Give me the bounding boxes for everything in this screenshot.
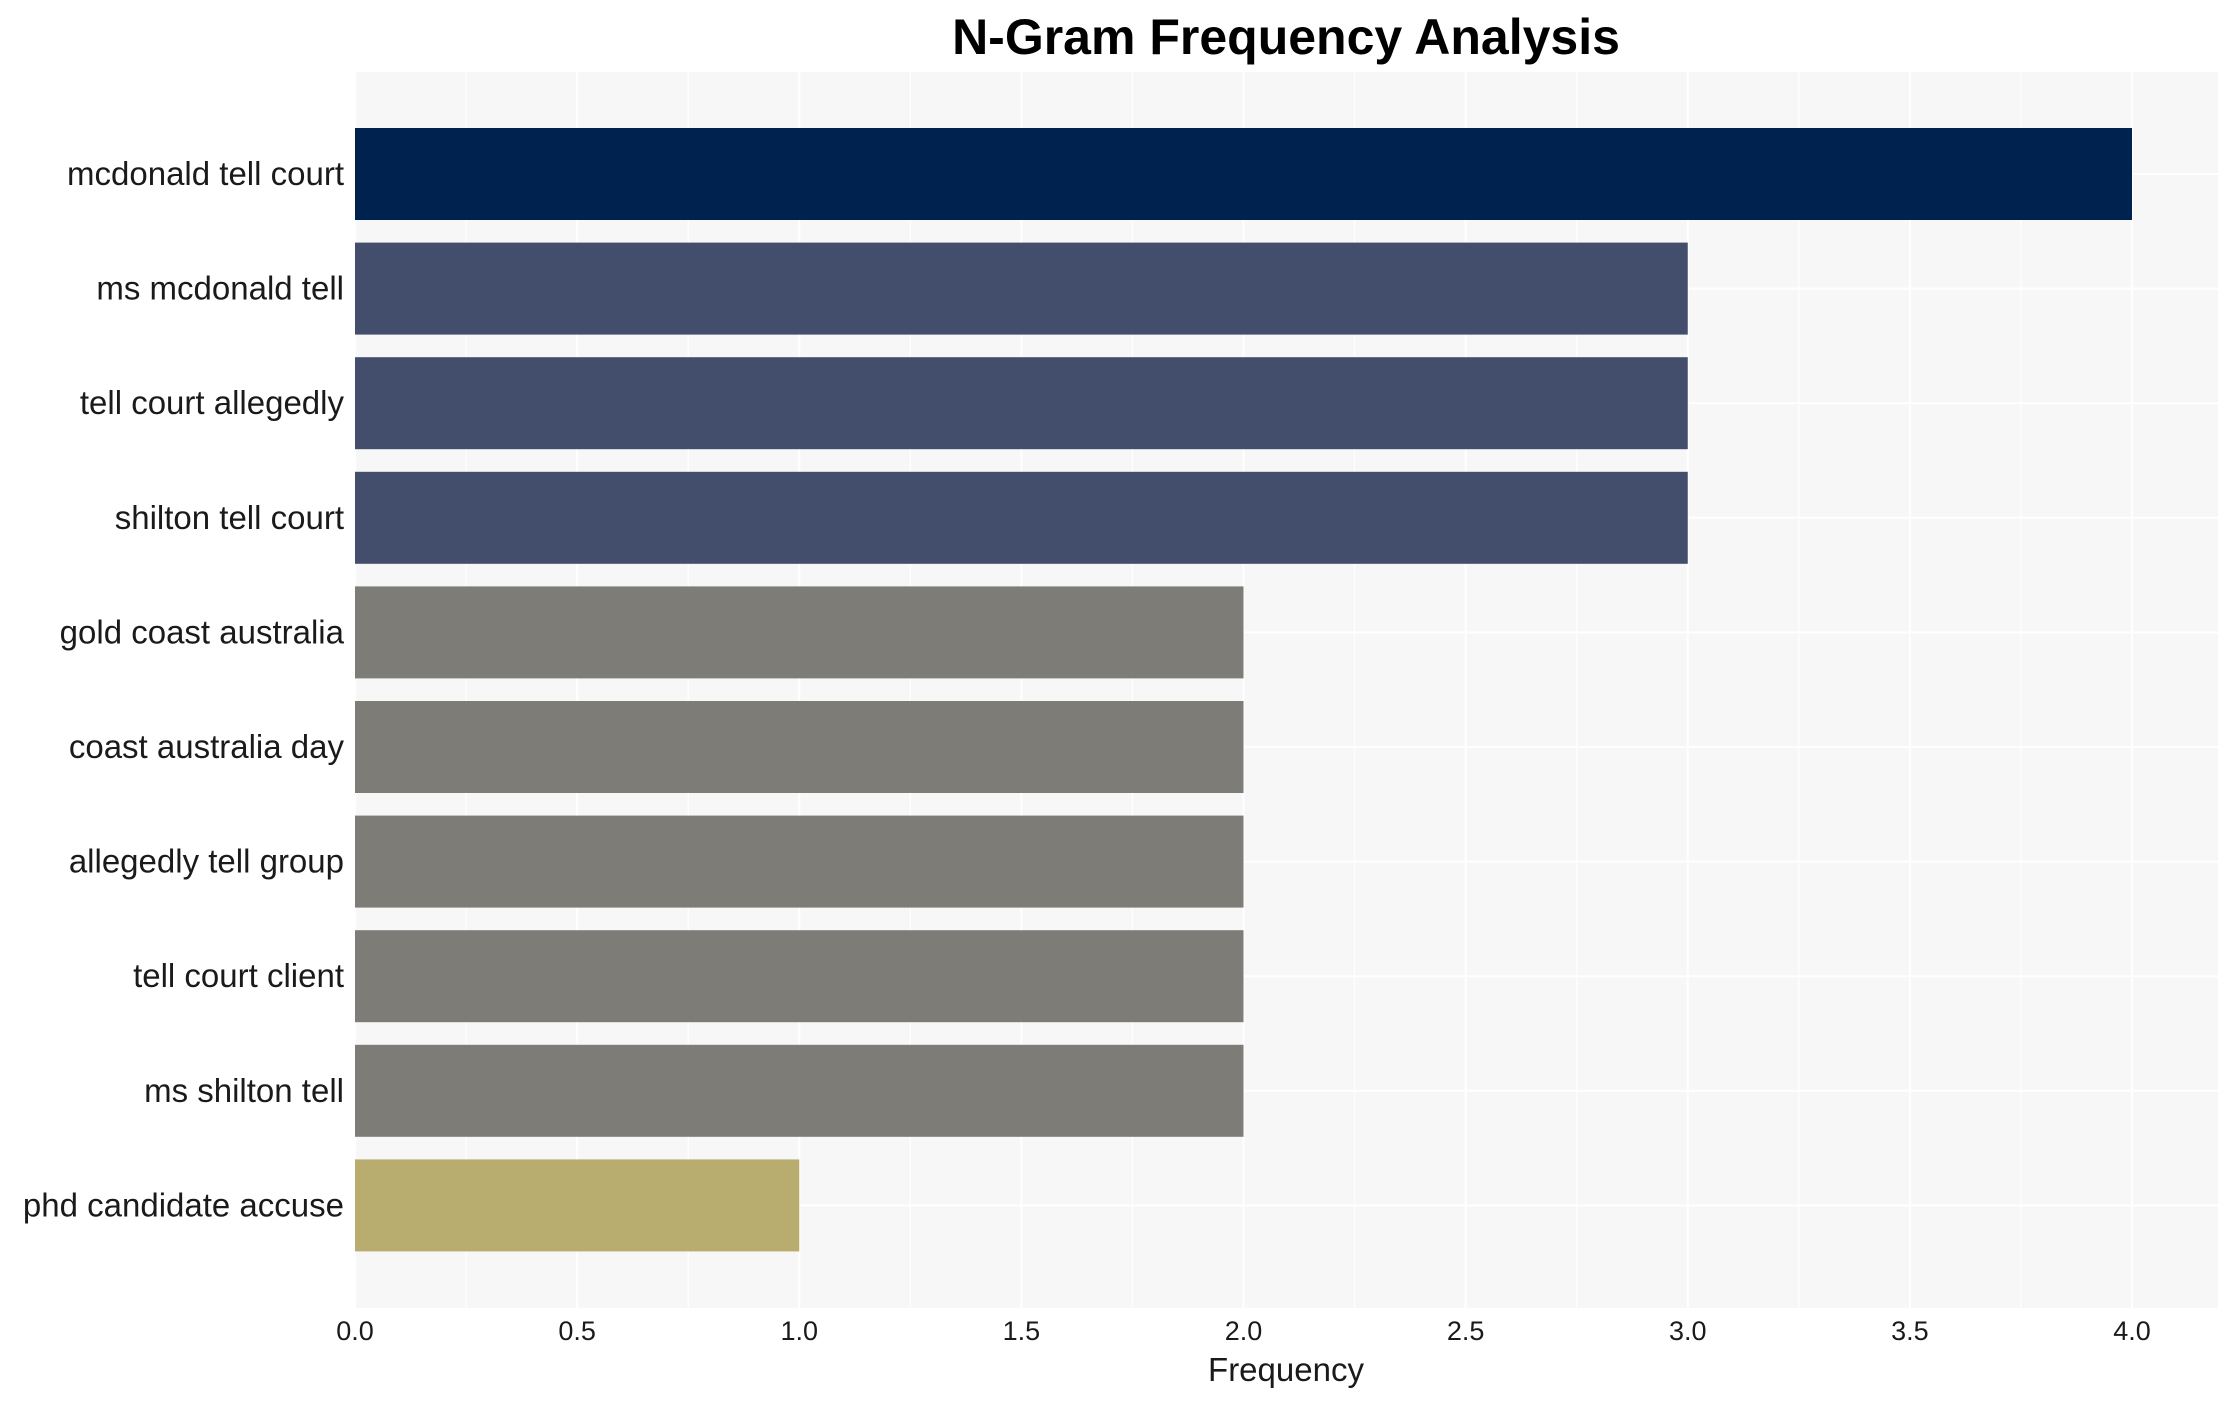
x-tick-label: 3.5 — [1891, 1316, 1929, 1346]
x-axis-label: Frequency — [1208, 1351, 1364, 1388]
bar — [355, 586, 1244, 679]
y-tick-label: allegedly tell group — [69, 843, 344, 880]
x-tick-label: 1.0 — [780, 1316, 818, 1346]
chart-title: N-Gram Frequency Analysis — [952, 9, 1620, 65]
x-tick-label: 2.0 — [1225, 1316, 1263, 1346]
bar — [355, 471, 1688, 564]
bars — [355, 128, 2132, 1252]
y-tick-label: tell court allegedly — [80, 384, 345, 421]
x-tick-label: 0.0 — [336, 1316, 374, 1346]
x-tick-label: 1.5 — [1003, 1316, 1041, 1346]
y-tick-label: tell court client — [133, 957, 344, 994]
y-tick-label: shilton tell court — [115, 499, 344, 536]
bar — [355, 128, 2132, 220]
y-tick-labels: mcdonald tell court ms mcdonald tell tell … — [23, 155, 345, 1223]
y-tick-label: phd candidate accuse — [23, 1186, 344, 1223]
x-tick-labels: 0.0 0.5 1.0 1.5 2.0 2.5 3.0 3.5 4.0 — [336, 1316, 2151, 1346]
bar — [355, 357, 1688, 450]
bar — [355, 701, 1244, 793]
x-tick-label: 3.0 — [1669, 1316, 1707, 1346]
bar — [355, 242, 1688, 335]
x-tick-label: 2.5 — [1447, 1316, 1485, 1346]
bar — [355, 1159, 800, 1252]
y-tick-label: coast australia day — [69, 728, 345, 765]
bar — [355, 815, 1244, 908]
x-tick-label: 4.0 — [2113, 1316, 2151, 1346]
y-tick-label: ms mcdonald tell — [96, 270, 344, 307]
y-tick-label: ms shilton tell — [144, 1072, 344, 1109]
x-tick-label: 0.5 — [558, 1316, 596, 1346]
bar — [355, 1044, 1244, 1137]
bar — [355, 930, 1244, 1023]
y-tick-label: gold coast australia — [60, 613, 345, 650]
y-tick-label: mcdonald tell court — [67, 155, 344, 192]
